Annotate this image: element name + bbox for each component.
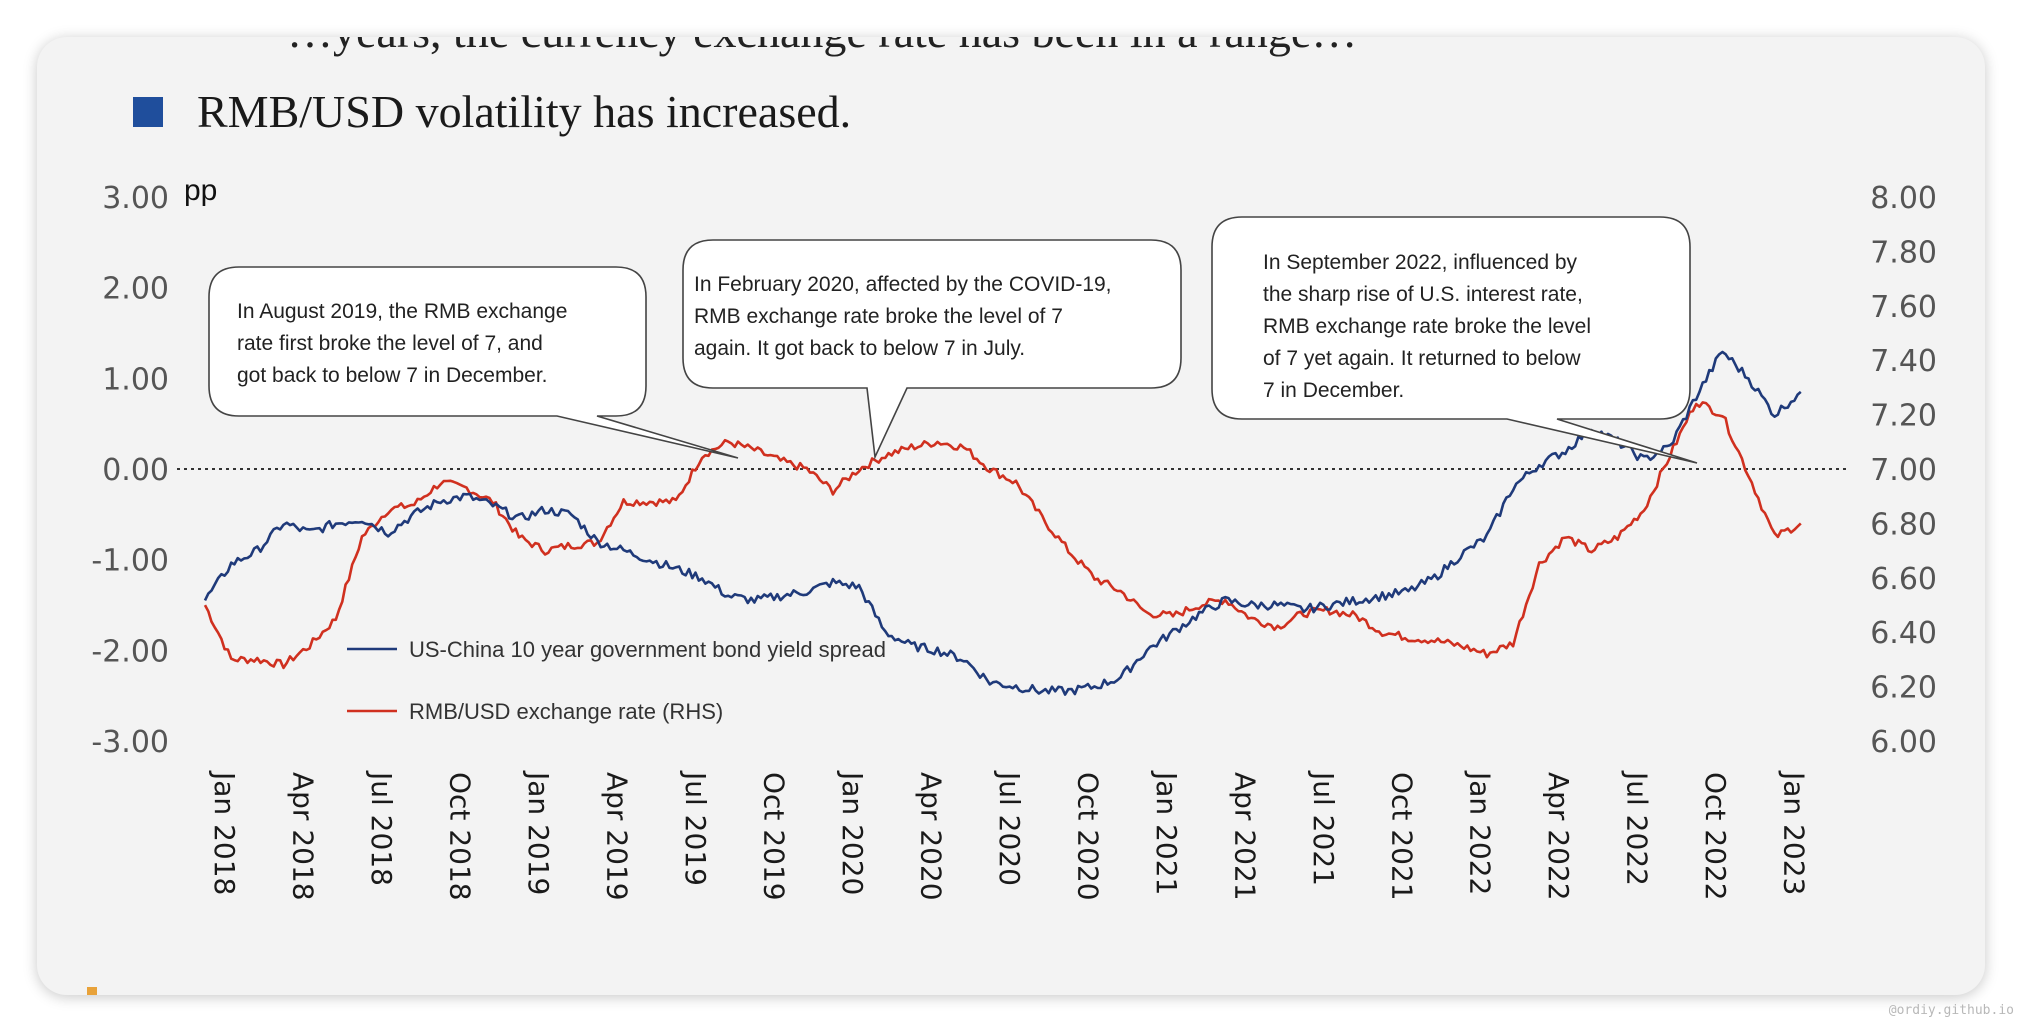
x-tick-label: Oct 2018 xyxy=(443,772,476,901)
annotation-callout-box xyxy=(682,239,1182,460)
y-right-tick-label: 6.80 xyxy=(1870,507,1937,542)
annotation-text-line: In August 2019, the RMB exchange xyxy=(237,300,567,323)
bullet-square-icon xyxy=(133,96,163,127)
x-tick-label: Jan 2019 xyxy=(522,770,555,895)
y-left-tick-label: -3.00 xyxy=(91,725,169,760)
y-right-tick-label: 6.60 xyxy=(1870,562,1937,597)
annotation-text-line: rate first broke the level of 7, and xyxy=(237,332,543,355)
x-tick-label: Apr 2020 xyxy=(914,772,947,901)
annotation-text-line: 7 in December. xyxy=(1263,379,1404,402)
y-right-tick-label: 7.00 xyxy=(1870,453,1937,488)
annotation-text-line: got back to below 7 in December. xyxy=(237,364,548,387)
bullet-text: RMB/USD volatility has increased. xyxy=(197,86,852,137)
y-right-tick-label: 7.60 xyxy=(1870,290,1937,325)
y-left-tick-label: 0.00 xyxy=(102,453,169,488)
x-tick-label: Apr 2019 xyxy=(600,772,633,901)
legend-label-rmb-usd: RMB/USD exchange rate (RHS) xyxy=(409,699,723,724)
annotation-text-line: In February 2020, affected by the COVID-… xyxy=(694,273,1112,296)
x-tick-label: Apr 2021 xyxy=(1228,772,1261,901)
x-tick-label: Apr 2022 xyxy=(1542,772,1575,901)
annotation-text-line: In September 2022, influenced by xyxy=(1263,251,1578,274)
x-tick-label: Jul 2021 xyxy=(1307,770,1340,886)
x-tick-label: Oct 2021 xyxy=(1385,772,1418,901)
x-tick-label: Jan 2021 xyxy=(1150,770,1183,895)
bullet-row: RMB/USD volatility has increased. xyxy=(133,85,851,138)
y-left-tick-label: 3.00 xyxy=(102,181,169,216)
y-right-tick-label: 6.40 xyxy=(1870,616,1937,651)
x-tick-label: Apr 2018 xyxy=(286,772,319,901)
y-right-tick-label: 6.20 xyxy=(1870,671,1937,706)
y-right-tick-label: 8.00 xyxy=(1870,181,1937,216)
legend-label-yield-spread: US-China 10 year government bond yield s… xyxy=(409,637,886,662)
x-tick-label: Oct 2020 xyxy=(1071,772,1104,901)
y-left-tick-label: -2.00 xyxy=(91,634,169,669)
x-tick-label: Jan 2023 xyxy=(1778,770,1811,895)
y-left-tick-label: -1.00 xyxy=(91,544,169,579)
annotation-text-line: RMB exchange rate broke the level of 7 xyxy=(694,305,1063,328)
slide-title-fragment: …years, the currency exchange rate has b… xyxy=(287,37,1357,58)
x-tick-label: Jan 2020 xyxy=(836,770,869,895)
annotation-text-line: again. It got back to below 7 in July. xyxy=(694,337,1025,360)
x-tick-label: Jul 2020 xyxy=(993,770,1026,886)
x-tick-label: Jul 2022 xyxy=(1621,770,1654,886)
annotation-callout-box xyxy=(1211,216,1698,464)
annotation-text-line: RMB exchange rate broke the level xyxy=(1263,315,1591,338)
x-tick-label: Jul 2018 xyxy=(365,770,398,886)
y-right-tick-label: 7.40 xyxy=(1870,344,1937,379)
y-right-tick-label: 7.20 xyxy=(1870,399,1937,434)
x-tick-label: Jul 2019 xyxy=(679,770,712,886)
slide-card: …years, the currency exchange rate has b… xyxy=(37,37,1985,995)
y-right-tick-label: 7.80 xyxy=(1870,235,1937,270)
y-left-tick-label: 1.00 xyxy=(102,362,169,397)
x-tick-label: Oct 2022 xyxy=(1699,772,1732,901)
chart: 3.00 2.00 1.00 0.00 -1.00 -2.00 -3.00 pp 8.00 7.8… xyxy=(91,174,1937,901)
x-tick-label: Jan 2018 xyxy=(208,770,241,895)
x-tick-label: Jan 2022 xyxy=(1464,770,1497,895)
x-tick-label: Oct 2019 xyxy=(757,772,790,901)
series-line-yield-spread xyxy=(203,350,1802,696)
annotation-text-line: of 7 yet again. It returned to below xyxy=(1263,347,1581,370)
y-left-tick-label: 2.00 xyxy=(102,272,169,307)
slide-corner-mark xyxy=(87,987,97,995)
y-left-unit-label: pp xyxy=(184,174,217,207)
series-line-rmb-usd xyxy=(203,401,1802,670)
y-right-tick-label: 6.00 xyxy=(1870,725,1937,760)
watermark: @ordiy.github.io xyxy=(1888,1003,2014,1018)
annotation-text-line: the sharp rise of U.S. interest rate, xyxy=(1263,283,1583,306)
annotation-callout-box xyxy=(208,266,739,459)
